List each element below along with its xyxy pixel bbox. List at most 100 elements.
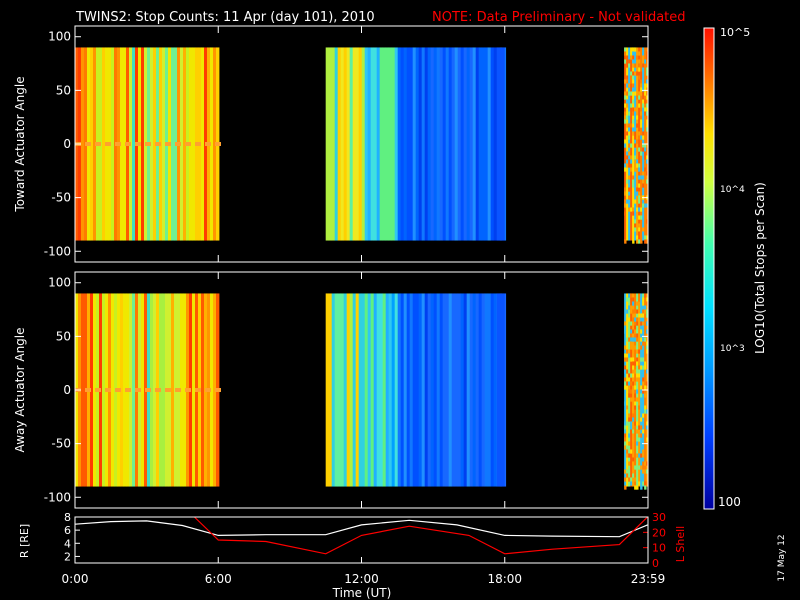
y-tick-label-right: 30 bbox=[652, 511, 666, 524]
heatmap-cell bbox=[626, 401, 629, 406]
heatmap-cell bbox=[626, 381, 629, 386]
heatmap-cell bbox=[460, 293, 465, 487]
x-axis-label: Time (UT) bbox=[332, 586, 392, 600]
heatmap-cell bbox=[634, 111, 637, 116]
heatmap-cell bbox=[644, 437, 647, 442]
heatmap-cell bbox=[634, 465, 637, 470]
heatmap-cell bbox=[624, 203, 627, 208]
heatmap-cell bbox=[628, 305, 631, 310]
heatmap-cell bbox=[644, 147, 647, 152]
heatmap-cell bbox=[638, 313, 641, 318]
heatmap-cell bbox=[630, 333, 633, 338]
heatmap-cell bbox=[115, 142, 121, 146]
heatmap-cell bbox=[636, 309, 639, 314]
x-tick-label: 18:00 bbox=[487, 572, 522, 586]
heatmap-cell bbox=[646, 381, 649, 386]
heatmap-cell bbox=[626, 99, 629, 104]
heatmap-cell bbox=[346, 47, 351, 241]
heatmap-cell bbox=[642, 171, 645, 176]
heatmap-cell bbox=[472, 293, 477, 487]
heatmap-cell bbox=[632, 377, 635, 382]
heatmap-cell bbox=[632, 333, 635, 338]
heatmap-cell bbox=[632, 183, 635, 188]
heatmap-cell bbox=[642, 203, 645, 208]
heatmap-cell bbox=[364, 47, 369, 241]
heatmap-cell bbox=[640, 301, 643, 306]
heatmap-cell bbox=[646, 437, 649, 442]
heatmap-cell bbox=[640, 47, 643, 241]
heatmap-cell bbox=[630, 91, 633, 96]
heatmap-cell bbox=[624, 79, 627, 84]
heatmap-cell bbox=[451, 293, 456, 487]
colorbar-ticks: 10^5 10^4 10^3 100 bbox=[718, 26, 750, 509]
heatmap-cell bbox=[634, 63, 637, 68]
heatmap-cell bbox=[340, 47, 345, 241]
heatmap-cell bbox=[642, 123, 645, 128]
heatmap-cell bbox=[628, 453, 631, 458]
heatmap-cell bbox=[630, 159, 633, 164]
heatmap-cell bbox=[640, 207, 643, 212]
heatmap-cell bbox=[626, 163, 629, 168]
heatmap-cell bbox=[391, 47, 396, 241]
heatmap-cell bbox=[409, 47, 414, 241]
heatmap-cell bbox=[646, 83, 649, 88]
heatmap-cell bbox=[636, 357, 639, 362]
heatmap-cell bbox=[153, 293, 157, 487]
heatmap-cell bbox=[123, 293, 127, 487]
heatmap-cell bbox=[632, 361, 635, 366]
heatmap-cell bbox=[463, 293, 468, 487]
heatmap-cell bbox=[634, 131, 637, 136]
heatmap-cell bbox=[640, 63, 643, 68]
heatmap-cell bbox=[646, 155, 649, 160]
heatmap-cell bbox=[624, 369, 627, 374]
panel-frame bbox=[74, 516, 649, 564]
heatmap-cell bbox=[634, 199, 637, 204]
heatmap-cell bbox=[638, 239, 641, 244]
heatmap-cell bbox=[632, 429, 635, 434]
heatmap-cell bbox=[644, 485, 647, 490]
heatmap-cell bbox=[469, 293, 474, 487]
y-axis-label-r: R [RE] bbox=[18, 524, 31, 558]
heatmap-cell bbox=[636, 349, 639, 354]
heatmap-cell bbox=[624, 103, 627, 108]
heatmap-cell bbox=[646, 409, 649, 414]
heatmap-cell bbox=[626, 103, 629, 108]
heatmap-cell bbox=[640, 175, 643, 180]
heatmap-cell bbox=[385, 47, 390, 241]
heatmap-cell bbox=[638, 131, 641, 136]
heatmap-cell bbox=[638, 293, 641, 298]
heatmap-cell bbox=[642, 127, 645, 132]
heatmap-cell bbox=[367, 47, 372, 241]
heatmap-cell bbox=[120, 293, 124, 487]
heatmap-cell bbox=[636, 175, 639, 180]
heatmap-cell bbox=[624, 111, 627, 116]
heatmap-cell bbox=[626, 123, 629, 128]
heatmap-cell bbox=[634, 293, 637, 487]
x-tick-label: 12:00 bbox=[344, 572, 379, 586]
heatmap-cell bbox=[626, 159, 629, 164]
heatmap-cell bbox=[646, 429, 649, 434]
heatmap-cell bbox=[630, 345, 633, 350]
heatmap-cell bbox=[646, 309, 649, 314]
heatmap-cell bbox=[325, 47, 330, 241]
heatmap-cell bbox=[634, 385, 637, 390]
heatmap-cell bbox=[642, 313, 645, 318]
heatmap-cell bbox=[628, 329, 631, 334]
heatmap-cell bbox=[328, 47, 333, 241]
heatmap-cell bbox=[102, 293, 106, 487]
y-tick-label: 8 bbox=[64, 511, 71, 524]
heatmap-cell bbox=[646, 297, 649, 302]
heatmap-cell bbox=[632, 71, 635, 76]
heatmap-cell bbox=[630, 373, 633, 378]
heatmap-cell bbox=[626, 155, 629, 160]
heatmap-cell bbox=[636, 123, 639, 128]
heatmap-cell bbox=[624, 445, 627, 450]
heatmap-cell bbox=[624, 429, 627, 434]
heatmap-cell bbox=[642, 377, 645, 382]
heatmap-cell bbox=[90, 293, 94, 487]
heatmap-cell bbox=[379, 293, 384, 487]
heatmap-cell bbox=[624, 485, 627, 490]
heatmap-cell bbox=[646, 481, 649, 486]
heatmap-cell bbox=[624, 433, 627, 438]
heatmap-cell bbox=[183, 293, 187, 487]
